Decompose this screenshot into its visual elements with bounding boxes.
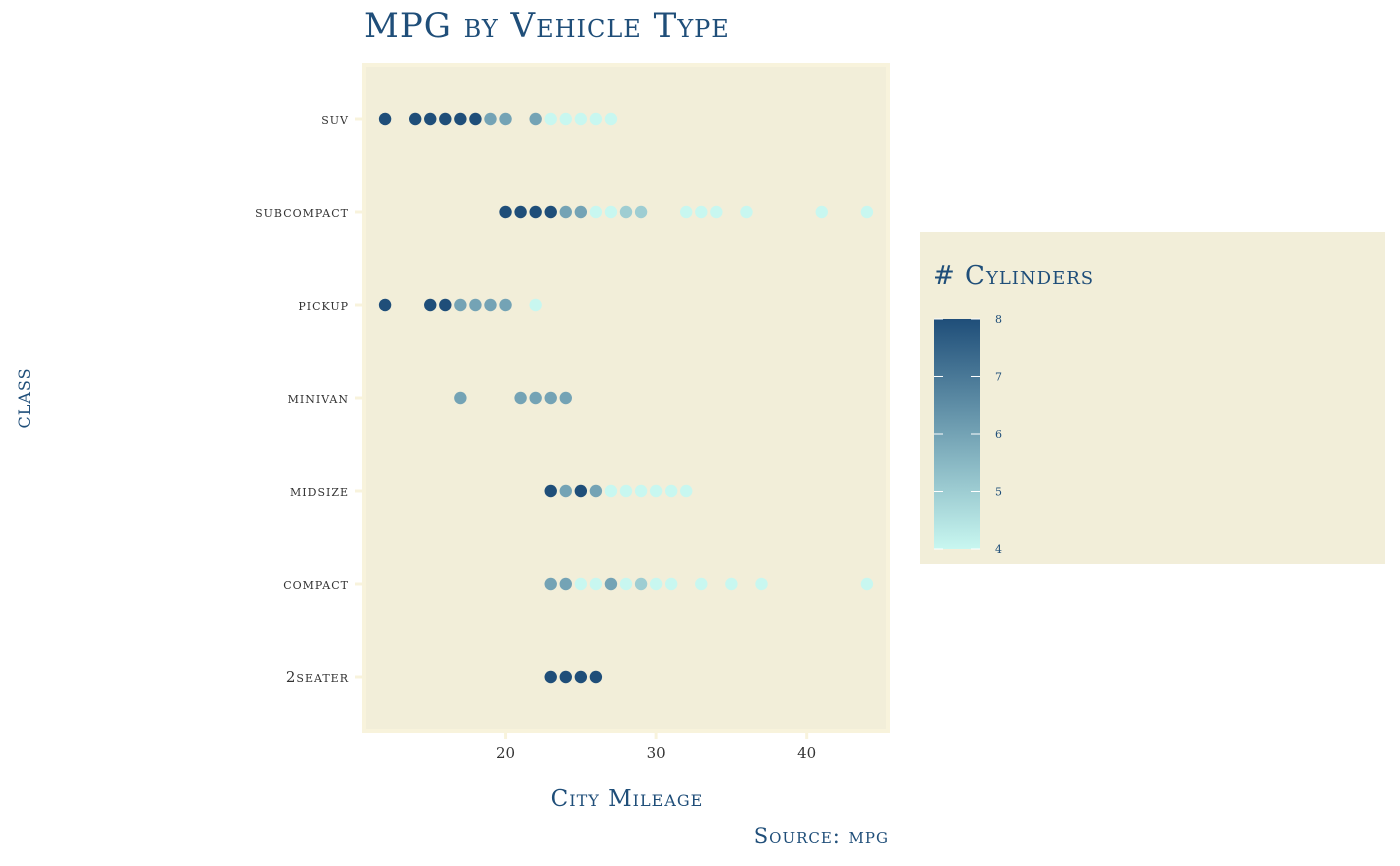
data-point <box>740 205 753 219</box>
data-point <box>469 112 482 126</box>
data-point <box>559 112 572 126</box>
data-point <box>408 112 422 126</box>
data-point <box>484 298 497 312</box>
data-point <box>454 112 467 126</box>
data-point <box>424 298 437 312</box>
data-point <box>574 112 588 126</box>
data-point <box>680 205 693 219</box>
data-point <box>619 484 633 498</box>
data-point <box>664 484 678 498</box>
data-point <box>544 391 557 405</box>
data-point <box>619 577 633 591</box>
data-point <box>860 205 874 219</box>
data-point <box>604 205 618 219</box>
chart-caption: Source: mpg <box>754 824 889 848</box>
color-legend: # Cylinders 4 5 6 7 8 <box>920 232 1385 564</box>
data-point <box>559 577 572 591</box>
legend-title: # Cylinders <box>933 261 1094 291</box>
data-point <box>619 205 633 219</box>
data-points <box>378 112 874 684</box>
data-point <box>544 205 557 219</box>
legend-ticks: 4 5 6 7 8 <box>934 313 1002 556</box>
data-point <box>695 205 708 219</box>
legend-background <box>920 232 1385 564</box>
data-point <box>559 205 572 219</box>
x-tick-label: 30 <box>647 744 666 762</box>
data-point <box>574 577 588 591</box>
data-point <box>544 577 557 591</box>
data-point <box>589 577 603 591</box>
data-point <box>559 670 572 684</box>
y-tick-label: 2seater <box>286 668 349 686</box>
legend-tick-label: 6 <box>995 428 1002 441</box>
data-point <box>604 112 618 126</box>
data-point <box>680 484 693 498</box>
x-axis-title: City Mileage <box>551 786 704 812</box>
data-point <box>574 484 588 498</box>
y-tick-label: midsize <box>290 482 349 500</box>
legend-tick-label: 4 <box>995 543 1002 556</box>
data-point <box>514 205 527 219</box>
plot-panel <box>362 63 890 733</box>
data-point <box>860 577 874 591</box>
data-point <box>499 298 512 312</box>
legend-tick-label: 8 <box>995 313 1002 326</box>
data-point <box>634 484 648 498</box>
x-tick-label: 20 <box>496 744 515 762</box>
data-point <box>529 205 542 219</box>
data-point <box>695 577 708 591</box>
data-point <box>755 577 768 591</box>
data-point <box>559 484 572 498</box>
data-point <box>499 205 512 219</box>
legend-tick-label: 5 <box>995 486 1002 499</box>
data-point <box>454 391 467 405</box>
data-point <box>514 391 527 405</box>
data-point <box>378 298 392 312</box>
x-axis: 20 30 40 <box>496 733 816 762</box>
y-axis-title: class <box>10 367 36 428</box>
data-point <box>544 670 557 684</box>
y-tick-label: subcompact <box>255 203 349 221</box>
data-point <box>710 205 723 219</box>
data-point <box>634 577 648 591</box>
legend-tick-label: 7 <box>995 371 1002 384</box>
data-point <box>529 112 542 126</box>
data-point <box>439 112 452 126</box>
data-point <box>589 205 603 219</box>
data-point <box>454 298 467 312</box>
y-tick-label: pickup <box>298 296 349 314</box>
x-tick-label: 40 <box>797 744 816 762</box>
data-point <box>574 205 588 219</box>
data-point <box>499 112 512 126</box>
data-point <box>469 298 482 312</box>
data-point <box>439 298 452 312</box>
data-point <box>529 391 542 405</box>
data-point <box>589 112 603 126</box>
data-point <box>589 484 603 498</box>
data-point <box>544 484 557 498</box>
data-point <box>378 112 392 126</box>
chart-title: MPG by Vehicle Type <box>364 6 730 46</box>
data-point <box>424 112 437 126</box>
data-point <box>544 112 557 126</box>
data-point <box>559 391 572 405</box>
data-point <box>664 577 678 591</box>
y-tick-label: minivan <box>288 389 349 407</box>
data-point <box>725 577 738 591</box>
data-point <box>529 298 542 312</box>
data-point <box>589 670 603 684</box>
data-point <box>484 112 497 126</box>
data-point <box>604 577 618 591</box>
data-point <box>815 205 828 219</box>
data-point <box>649 577 663 591</box>
data-point <box>649 484 663 498</box>
data-point <box>574 670 588 684</box>
data-point <box>634 205 648 219</box>
y-tick-label: suv <box>321 110 349 128</box>
data-point <box>604 484 618 498</box>
y-axis: 2seater compact midsize minivan pickup subcom… <box>255 110 362 686</box>
y-tick-label: compact <box>283 575 349 593</box>
